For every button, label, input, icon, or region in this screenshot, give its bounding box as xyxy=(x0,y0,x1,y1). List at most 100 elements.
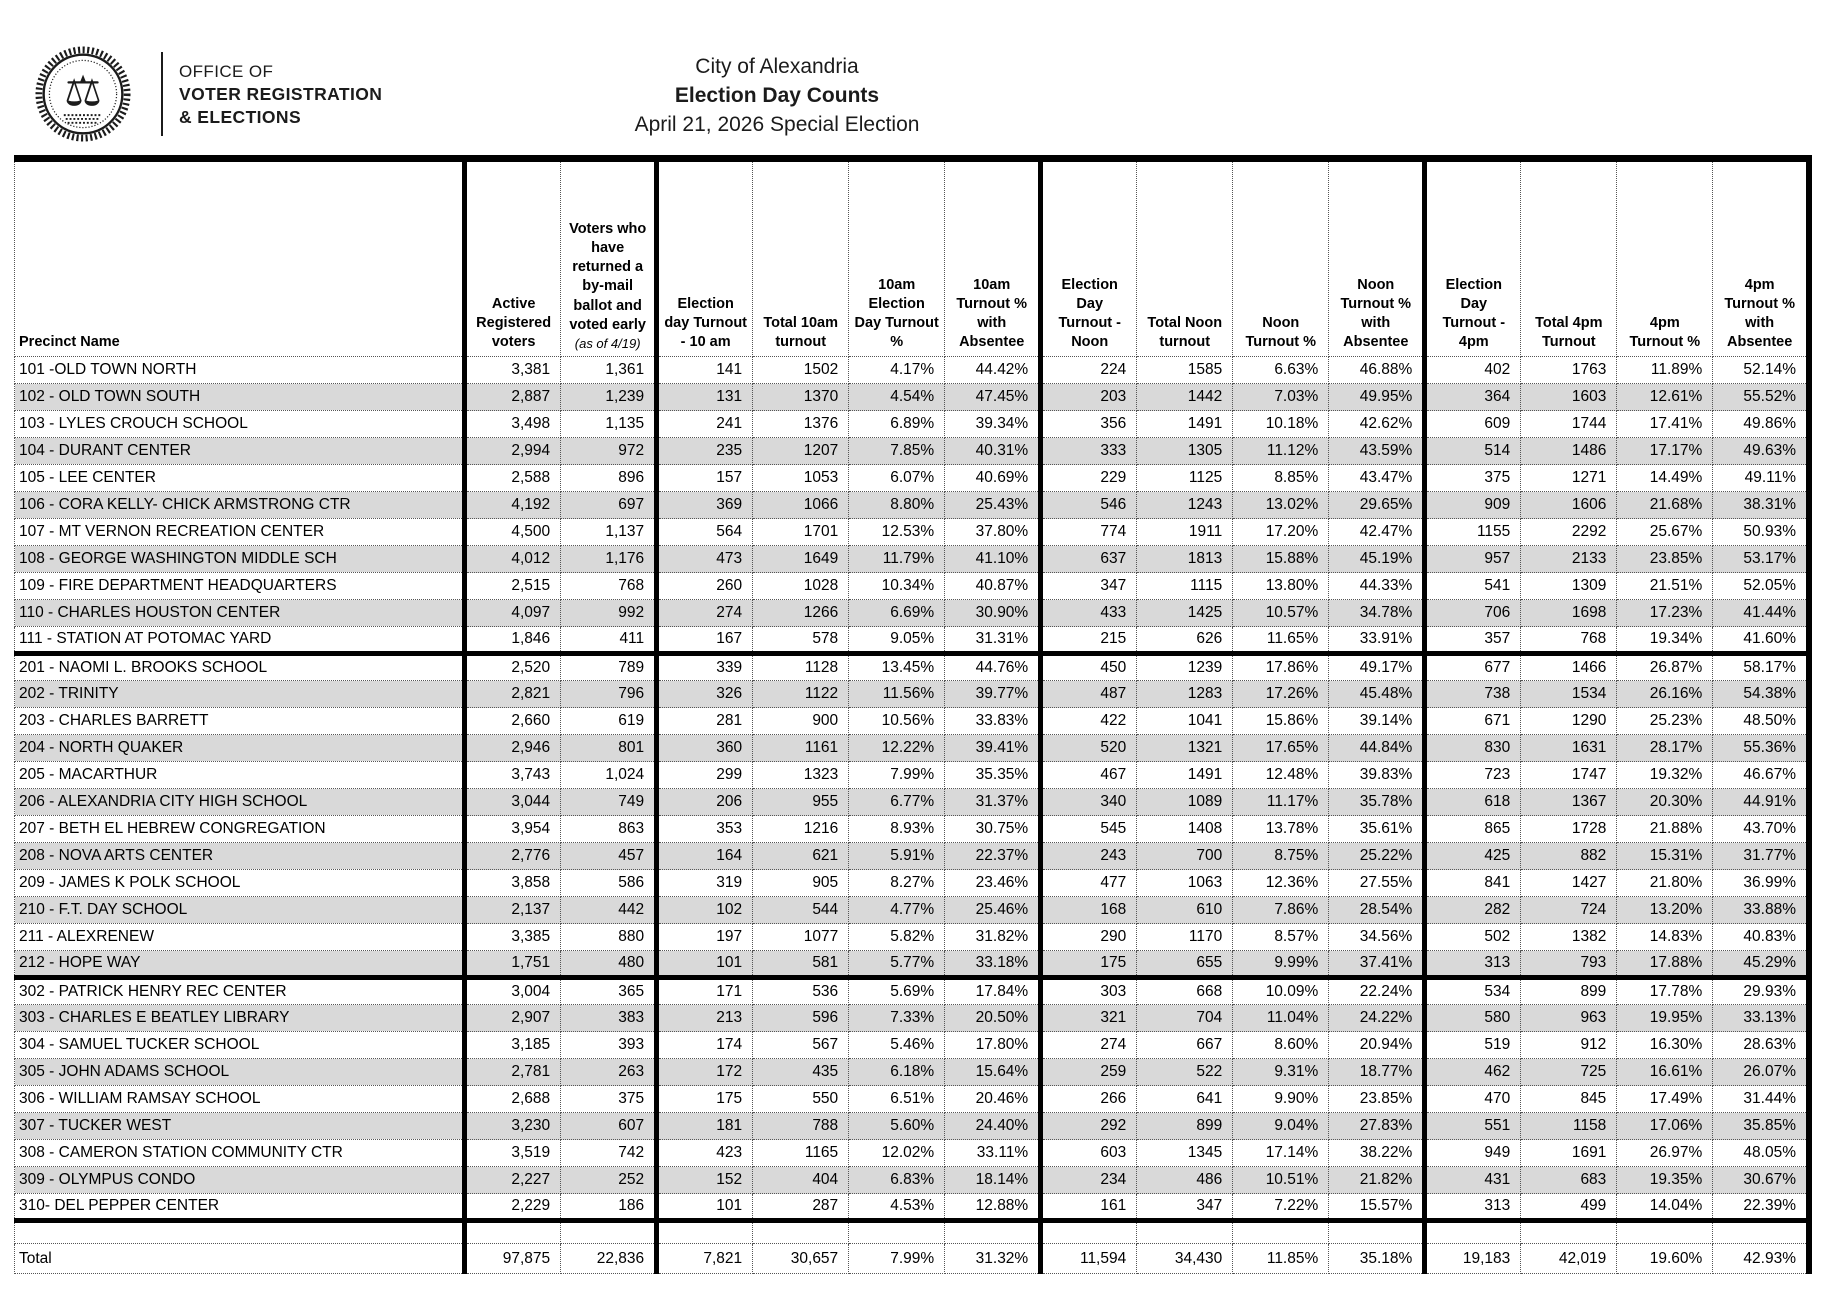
col-header-noon-pct: Noon Turnout % xyxy=(1232,158,1330,357)
value-cell: 313 xyxy=(1424,1193,1522,1223)
value-cell: 793 xyxy=(1520,950,1618,980)
value-cell: 42,019 xyxy=(1520,1243,1618,1274)
value-cell: 1813 xyxy=(1136,545,1234,573)
value-cell: 347 xyxy=(1040,572,1138,600)
value-cell: 290 xyxy=(1040,923,1138,951)
value-cell: 39.14% xyxy=(1328,707,1428,735)
value-cell xyxy=(944,1220,1044,1244)
value-cell: 6.83% xyxy=(848,1166,946,1194)
value-cell: 23.46% xyxy=(944,869,1044,897)
value-cell: 655 xyxy=(1136,950,1234,980)
value-cell: 33.83% xyxy=(944,707,1044,735)
value-cell: 6.51% xyxy=(848,1085,946,1113)
value-cell: 321 xyxy=(1040,1004,1138,1032)
value-cell: 607 xyxy=(560,1112,660,1140)
value-cell: 774 xyxy=(1040,518,1138,546)
value-cell: 28.17% xyxy=(1616,734,1714,762)
value-cell: 6.07% xyxy=(848,464,946,492)
value-cell: 8.57% xyxy=(1232,923,1330,951)
value-cell: 43.59% xyxy=(1328,437,1428,465)
value-cell: 15.64% xyxy=(944,1058,1044,1086)
value-cell: 16.30% xyxy=(1616,1031,1714,1059)
value-cell: 44.76% xyxy=(944,653,1044,681)
value-cell: 536 xyxy=(752,977,850,1005)
value-cell: 17.23% xyxy=(1616,599,1714,627)
value-cell: 35.35% xyxy=(944,761,1044,789)
value-cell: 50.93% xyxy=(1712,518,1813,546)
value-cell: 6.63% xyxy=(1232,356,1330,384)
value-cell: 11.85% xyxy=(1232,1243,1330,1274)
value-cell: 477 xyxy=(1040,869,1138,897)
value-cell: 13.45% xyxy=(848,653,946,681)
value-cell: 1128 xyxy=(752,653,850,681)
value-cell: 738 xyxy=(1424,680,1522,708)
value-cell: 7.22% xyxy=(1232,1193,1330,1223)
table-row: 201 - NAOMI L. BROOKS SCHOOL 2,520 789 339 1… xyxy=(13,653,1813,681)
value-cell: 12.36% xyxy=(1232,869,1330,897)
value-cell: 20.30% xyxy=(1616,788,1714,816)
value-cell: 422 xyxy=(1040,707,1138,735)
value-cell: 44.91% xyxy=(1712,788,1813,816)
value-cell: 10.56% xyxy=(848,707,946,735)
value-cell: 4.77% xyxy=(848,896,946,924)
table-row: 307 - TUCKER WEST 3,230 607 181 788 5.60% 24.4… xyxy=(13,1112,1813,1140)
value-cell: 19.32% xyxy=(1616,761,1714,789)
value-cell: 1089 xyxy=(1136,788,1234,816)
value-cell: 1170 xyxy=(1136,923,1234,951)
value-cell: 5.77% xyxy=(848,950,946,980)
value-cell: 1698 xyxy=(1520,599,1618,627)
value-cell: 4.17% xyxy=(848,356,946,384)
value-cell: 11.04% xyxy=(1232,1004,1330,1032)
value-cell xyxy=(1328,1220,1428,1244)
value-cell: 1063 xyxy=(1136,869,1234,897)
value-cell: 1376 xyxy=(752,410,850,438)
value-cell: 38.31% xyxy=(1712,491,1813,519)
value-cell: 467 xyxy=(1040,761,1138,789)
table-row: 302 - PATRICK HENRY REC CENTER 3,004 365 17… xyxy=(13,977,1813,1005)
value-cell: 442 xyxy=(560,896,660,924)
precinct-name-cell: 202 - TRINITY xyxy=(13,680,468,708)
value-cell: 619 xyxy=(560,707,660,735)
value-cell: 789 xyxy=(560,653,660,681)
value-cell: 3,004 xyxy=(464,977,562,1005)
value-cell: 1442 xyxy=(1136,383,1234,411)
value-cell: 22.37% xyxy=(944,842,1044,870)
value-cell: 34,430 xyxy=(1136,1243,1234,1274)
precinct-name-cell: 101 -OLD TOWN NORTH xyxy=(13,356,468,384)
value-cell: 281 xyxy=(656,707,754,735)
value-cell: 40.87% xyxy=(944,572,1044,600)
precinct-name-cell: 201 - NAOMI L. BROOKS SCHOOL xyxy=(13,653,468,681)
value-cell: 1266 xyxy=(752,599,850,627)
value-cell: 252 xyxy=(560,1166,660,1194)
value-cell: 487 xyxy=(1040,680,1138,708)
value-cell: 157 xyxy=(656,464,754,492)
precinct-name-cell: 208 - NOVA ARTS CENTER xyxy=(13,842,468,870)
value-cell: 15.86% xyxy=(1232,707,1330,735)
value-cell: 6.77% xyxy=(848,788,946,816)
value-cell: 8.27% xyxy=(848,869,946,897)
value-cell: 215 xyxy=(1040,626,1138,656)
logo-voter-registration: VOTER REGISTRATION xyxy=(179,83,383,104)
value-cell: 2,515 xyxy=(464,572,562,600)
value-cell: 1367 xyxy=(1520,788,1618,816)
value-cell: 20.50% xyxy=(944,1004,1044,1032)
value-cell: 1239 xyxy=(1136,653,1234,681)
value-cell: 364 xyxy=(1424,383,1522,411)
value-cell: 52.05% xyxy=(1712,572,1813,600)
value-cell: 7.99% xyxy=(848,1243,946,1274)
precinct-name-cell: 111 - STATION AT POTOMAC YARD xyxy=(13,626,468,656)
value-cell: 30.67% xyxy=(1712,1166,1813,1194)
value-cell: 1283 xyxy=(1136,680,1234,708)
value-cell: 1207 xyxy=(752,437,850,465)
value-cell: 45.48% xyxy=(1328,680,1428,708)
value-cell: 1158 xyxy=(1520,1112,1618,1140)
precinct-name-cell: 307 - TUCKER WEST xyxy=(13,1112,468,1140)
value-cell: 44.42% xyxy=(944,356,1044,384)
value-cell: 1606 xyxy=(1520,491,1618,519)
value-cell: 39.77% xyxy=(944,680,1044,708)
value-cell: 580 xyxy=(1424,1004,1522,1032)
value-cell: 2,227 xyxy=(464,1166,562,1194)
precinct-name-cell: 308 - CAMERON STATION COMMUNITY CTR xyxy=(13,1139,468,1167)
value-cell: 609 xyxy=(1424,410,1522,438)
